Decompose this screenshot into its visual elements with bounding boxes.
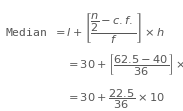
Text: $= 30 + \dfrac{22.5}{36} \times 10$: $= 30 + \dfrac{22.5}{36} \times 10$ [66, 87, 165, 111]
Text: $= 30 + \left[\dfrac{62.5 - 40}{36}\right] \times 10$: $= 30 + \left[\dfrac{62.5 - 40}{36}\righ… [66, 52, 183, 77]
Text: Median $= l + \left[\dfrac{\dfrac{n}{2} - c.f.}{f}\right] \times h$: Median $= l + \left[\dfrac{\dfrac{n}{2} … [5, 11, 165, 45]
